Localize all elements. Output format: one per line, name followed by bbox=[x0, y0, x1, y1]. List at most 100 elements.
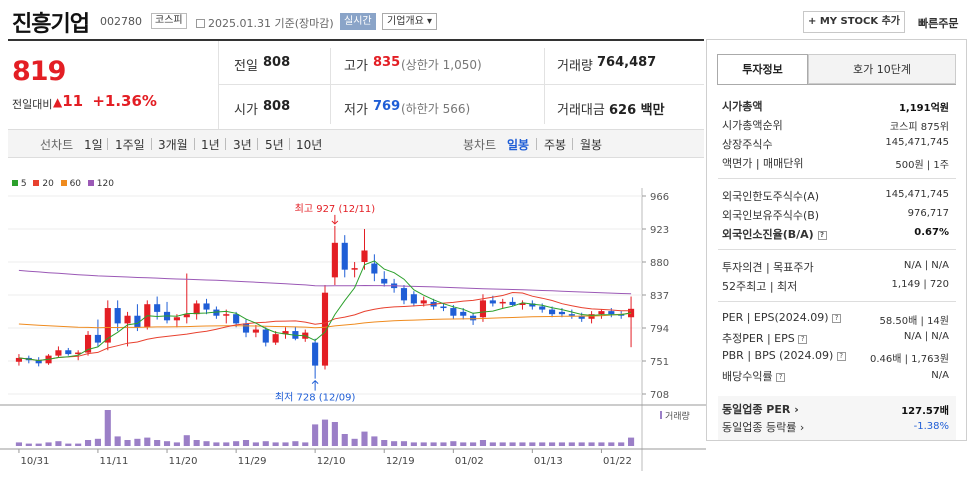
volume-bar bbox=[124, 440, 131, 446]
tab-investment-info[interactable]: 투자정보 bbox=[717, 54, 808, 84]
volume-bar bbox=[163, 441, 171, 446]
volume-value: 764,487 bbox=[597, 55, 657, 70]
ma60-line bbox=[18, 312, 632, 329]
help-icon[interactable]: ? bbox=[836, 351, 846, 361]
volume-bar bbox=[154, 440, 161, 446]
candle-body bbox=[568, 314, 575, 316]
change-label: 전일대비 bbox=[12, 98, 53, 111]
par-value: 500원 | 1주 bbox=[895, 160, 949, 171]
volume-bar bbox=[302, 442, 309, 446]
period-weekly[interactable]: 주봉 bbox=[544, 138, 567, 152]
volume-bar bbox=[539, 442, 546, 446]
volume-bar bbox=[84, 440, 92, 446]
market-badge: 코스피 bbox=[151, 13, 187, 29]
up-arrow-icon: ▲ bbox=[53, 95, 63, 109]
help-icon[interactable]: ? bbox=[817, 230, 827, 240]
help-icon[interactable]: ? bbox=[832, 313, 842, 323]
add-my-stock-button[interactable]: + MY STOCK 추가 bbox=[803, 11, 905, 33]
volume-bar bbox=[578, 442, 585, 446]
volume-bar bbox=[588, 442, 595, 446]
realtime-button[interactable]: 실시간 bbox=[340, 13, 376, 30]
quick-order-link[interactable]: 빠른주문 bbox=[918, 17, 959, 30]
company-overview-button[interactable]: 기업개요 ▾ bbox=[382, 13, 437, 30]
price-chart[interactable]: 966 923 880 837 794 751 708 최고 927 (12/11) 최저 72… bbox=[0, 188, 706, 479]
candle-body bbox=[84, 334, 92, 353]
volume-bar bbox=[361, 431, 368, 446]
x-tick-label: 01/02 bbox=[455, 456, 484, 467]
divider bbox=[330, 48, 331, 124]
candle-body bbox=[479, 300, 487, 318]
y-tick-label: 966 bbox=[650, 192, 669, 203]
x-tick-label: 01/22 bbox=[603, 456, 632, 467]
period-1d[interactable]: 1일 bbox=[84, 138, 103, 152]
open-label: 시가 bbox=[234, 103, 258, 118]
foreign-rate-value: 0.67% bbox=[914, 227, 949, 238]
par-label: 액면가 | 매매단위 bbox=[722, 157, 804, 170]
candle-body bbox=[381, 278, 388, 284]
volume-bar bbox=[272, 442, 279, 446]
volume-bar bbox=[292, 441, 299, 446]
per-value: 58.50배 | 14원 bbox=[879, 316, 949, 327]
period-monthly[interactable]: 월봉 bbox=[580, 138, 603, 152]
high-annotation: 최고 927 (12/11) bbox=[295, 203, 376, 215]
candle-body bbox=[55, 350, 62, 356]
divider bbox=[536, 138, 537, 150]
volume-bar bbox=[312, 424, 319, 446]
period-1y[interactable]: 1년 bbox=[201, 138, 220, 152]
volume-bar bbox=[391, 441, 398, 446]
volume-bar bbox=[470, 442, 477, 446]
candle-body bbox=[578, 315, 585, 319]
per-label: PER | EPS(2024.09) ? bbox=[722, 311, 842, 324]
volume-bar bbox=[94, 438, 101, 446]
volume-bar bbox=[223, 442, 230, 446]
peer-per-label[interactable]: 동일업종 PER › bbox=[722, 403, 799, 416]
peer-change-label[interactable]: 동일업종 등락률 › bbox=[722, 421, 805, 434]
peer-change-value: -1.38% bbox=[913, 421, 949, 432]
volume-bar bbox=[45, 442, 52, 446]
volume-bar bbox=[400, 441, 408, 446]
per-text: PER | EPS(2024.09) bbox=[722, 311, 829, 324]
period-5y[interactable]: 5년 bbox=[265, 138, 284, 152]
volume-bar bbox=[381, 440, 388, 446]
candle-body bbox=[410, 294, 417, 304]
info-panel bbox=[706, 39, 967, 441]
volume-bar bbox=[331, 422, 338, 446]
ma120-line bbox=[18, 269, 632, 295]
ma60-swatch bbox=[60, 180, 67, 186]
foreign-rate-text: 외국인소진율(B/A) bbox=[722, 228, 814, 241]
period-3m[interactable]: 3개월 bbox=[158, 138, 188, 152]
help-icon[interactable]: ? bbox=[776, 372, 786, 382]
market-cap-rank-label[interactable]: 시가총액순위 bbox=[722, 119, 783, 132]
ma20-label: 20 bbox=[42, 179, 54, 189]
period-daily[interactable]: 일봉 bbox=[507, 138, 530, 152]
ma5-label: 5 bbox=[20, 179, 27, 189]
candle-body bbox=[450, 308, 457, 316]
period-10y[interactable]: 10년 bbox=[296, 138, 323, 152]
candle-body bbox=[371, 263, 378, 274]
period-1w[interactable]: 1주일 bbox=[115, 138, 145, 152]
foreign-hold-value: 976,717 bbox=[907, 208, 949, 219]
ma20-swatch bbox=[33, 180, 40, 186]
candle-body bbox=[75, 352, 82, 355]
low-arrow-icon bbox=[311, 379, 319, 391]
candle-body bbox=[549, 309, 556, 315]
divider bbox=[8, 39, 704, 41]
help-icon[interactable]: ? bbox=[798, 334, 808, 344]
period-3y[interactable]: 3년 bbox=[233, 138, 252, 152]
foreign-rate-label: 외국인소진율(B/A) ? bbox=[722, 226, 827, 242]
line-chart-label: 선차트 bbox=[40, 138, 74, 152]
candle-body bbox=[233, 314, 240, 324]
candle-body bbox=[598, 311, 605, 315]
volume-bar bbox=[628, 437, 635, 446]
tab-orderbook[interactable]: 호가 10단계 bbox=[808, 54, 956, 84]
period-bar bbox=[8, 129, 704, 158]
volume-bar bbox=[430, 442, 437, 446]
candle-body bbox=[252, 329, 259, 333]
candle-body bbox=[154, 304, 161, 312]
divider bbox=[218, 41, 219, 129]
market-cap-value: 1,191억원 bbox=[898, 103, 949, 114]
ma-legend: 5 20 60 120 bbox=[12, 179, 114, 189]
peer-per-value: 127.57배 bbox=[901, 406, 949, 417]
candle-body bbox=[361, 250, 368, 262]
divider bbox=[718, 301, 956, 302]
